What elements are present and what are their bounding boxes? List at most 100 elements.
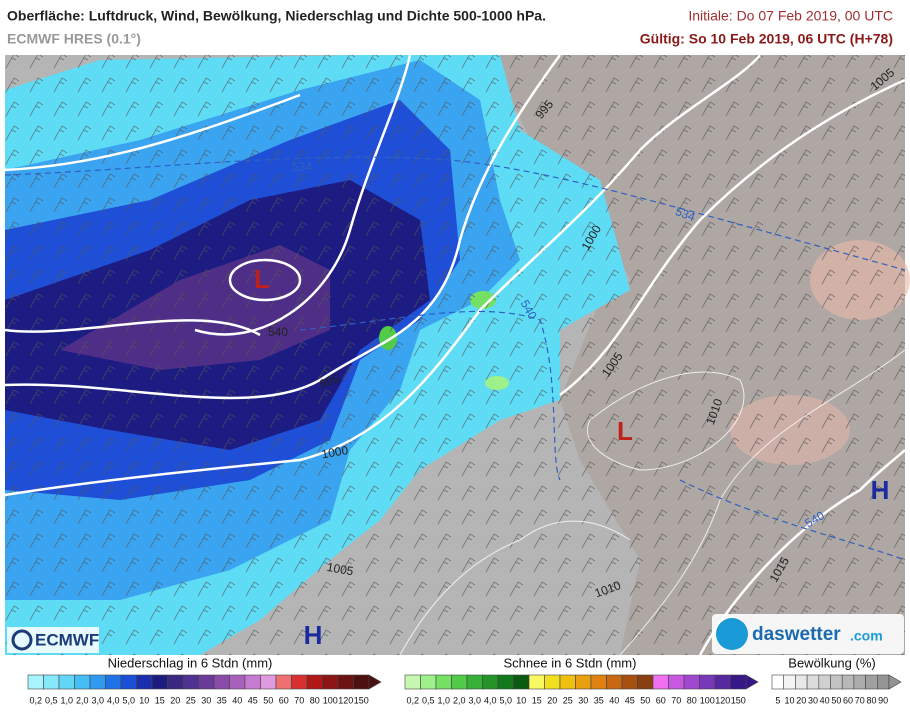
legend-swatch [74,674,91,690]
legend-tick-label: 25 [186,695,196,705]
logo-suffix: .com [850,628,883,644]
legend-swatch [420,674,437,690]
legend-swatch [482,674,499,690]
legend-tick-label: 50 [263,695,273,705]
legend-swatch [818,674,831,690]
legend-swatch [876,674,890,690]
legend-swatch [668,674,685,690]
legend-tick-label: 30 [578,695,588,705]
legend-tick-label: 10 [516,695,526,705]
logo-icon [716,618,748,650]
legend-swatch [322,674,339,690]
model: ECMWF HRES (0.1°) [7,31,141,47]
legend-swatch [337,674,354,690]
legend-tick-label: 5 [775,695,780,705]
legend-tick-label: 25 [563,695,573,705]
legend-swatch [637,674,654,690]
legend-tick-label: 60 [656,695,666,705]
legend-swatch [830,674,843,690]
legend-swatch [105,674,122,690]
legend-tick-label: 2,0 [76,695,89,705]
logo-text: ECMWF [35,630,99,649]
legend-tick-label: 80 [310,695,320,705]
legend-tick-label: 4,0 [484,695,497,705]
legend-swatch [730,674,747,690]
legends: Niederschlag in 6 Stdn (mm)0,2 0,5 1,0 2,0 3… [27,655,902,705]
legend-swatch [559,674,576,690]
legend-swatch [841,674,855,690]
legend-swatch [865,674,878,690]
isobars [4,54,906,656]
legend-swatch [260,674,277,690]
legend-tick-label: 70 [855,695,865,705]
legend-tick-label: 0,2 [406,695,419,705]
legend-arrow [888,674,902,690]
legend-swatch [198,674,215,690]
legend-swatch [43,674,60,690]
legend-tick-label: 100 [323,695,338,705]
pressure-center: L [254,264,270,294]
legend-swatch [714,674,731,690]
legend-title: Bewölkung (%) [788,655,875,670]
legend-swatch [353,674,370,690]
legend-swatch [136,674,153,690]
legend-tick-label: 15 [155,695,165,705]
legend-tick-label: 50 [640,695,650,705]
daswetter-logo: daswetter .com [712,614,904,654]
legend-tick-label: 40 [609,695,619,705]
thin-isobars [399,349,906,656]
legend-tick-label: 70 [671,695,681,705]
legend-arrow [368,674,382,690]
legend-tick-label: 10 [785,695,795,705]
legend-tick-label: 15 [532,695,542,705]
legend-tick-label: 35 [594,695,604,705]
isoline-label: 540 [268,325,288,339]
legend-tick-label: 150 [354,695,369,705]
legend-title: Schnee in 6 Stdn (mm) [504,655,637,670]
legend-tick-label: 80 [866,695,876,705]
legend-tick-label: 35 [217,695,227,705]
legend-tick-label: 20 [547,695,557,705]
legend-tick-label: 30 [201,695,211,705]
isoline-label: 1000 [320,443,349,461]
logo-background [712,614,904,654]
legend-tick-label: 2,0 [453,695,466,705]
legend-tick-label: 60 [843,695,853,705]
legend-swatch [182,674,199,690]
legend-swatch [783,674,796,690]
legend-tick-label: 60 [279,695,289,705]
legend-swatch [151,674,168,690]
legend-swatch [306,674,323,690]
legend-tick-label: 70 [294,695,304,705]
legend-swatch [229,674,246,690]
legend-tick-label: 40 [232,695,242,705]
legend-swatch [806,674,820,690]
isoline-label: 1005 [326,560,355,578]
legend-swatch [544,674,561,690]
legend-swatch [528,674,545,690]
legend-tick-label: 1,0 [437,695,450,705]
legend-swatch [435,674,452,690]
legend-tick-label: 5,0 [499,695,512,705]
legend-tick-label: 40 [820,695,830,705]
legend-swatch [404,674,421,690]
map: 10059955345341000L54054010059951010L1000… [4,54,910,656]
logo-text: daswetter [752,624,841,645]
legend-tick-label: 5,0 [122,695,135,705]
isoline-label: 534 [292,160,312,174]
legend-tick-label: 80 [687,695,697,705]
valid-time: Gültig: So 10 Feb 2019, 06 UTC (H+78) [640,31,893,47]
legend-tick-label: 150 [731,695,746,705]
legend-tick-label: 4,0 [107,695,120,705]
legend-tick-label: 45 [248,695,258,705]
legend-swatch [275,674,292,690]
legend-arrow [745,674,759,690]
legend-tick-label: 3,0 [468,695,481,705]
legend-swatch [451,674,468,690]
legend-tick-label: 90 [878,695,888,705]
legend-tick-label: 50 [831,695,841,705]
legend-tick-label: 20 [170,695,180,705]
legend-title: Niederschlag in 6 Stdn (mm) [108,655,273,670]
legend-swatch [575,674,592,690]
